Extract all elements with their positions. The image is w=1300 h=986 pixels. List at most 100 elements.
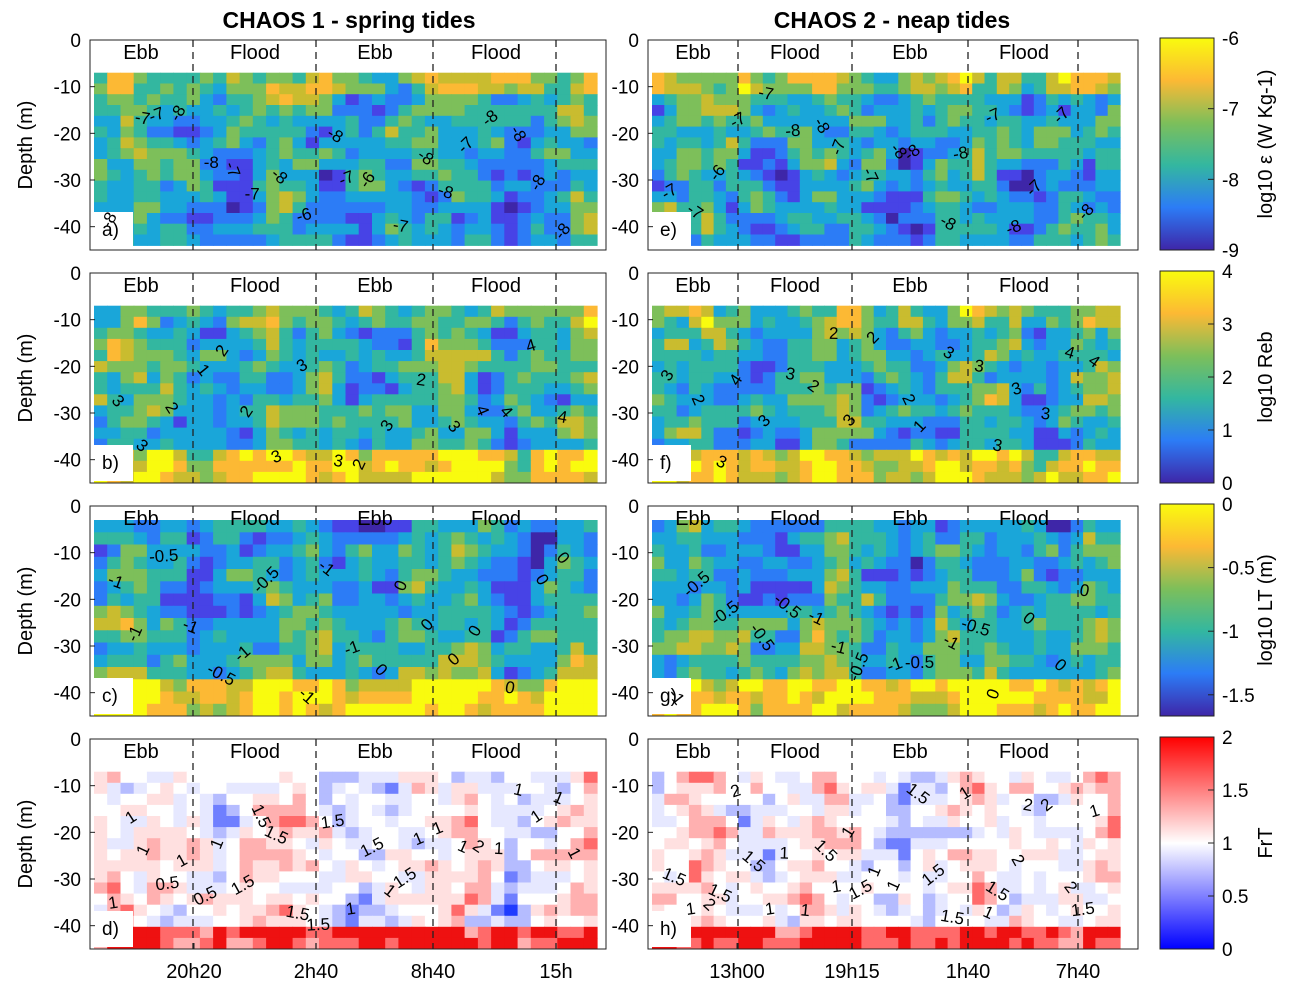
field-cell	[861, 83, 875, 95]
field-cell	[438, 520, 452, 533]
field-cell	[292, 460, 307, 473]
field-cell	[226, 105, 241, 117]
field-cell	[1058, 605, 1072, 619]
field-cell	[762, 316, 776, 329]
field-cell	[372, 816, 386, 828]
field-cell	[160, 471, 174, 483]
field-cell	[319, 169, 333, 182]
field-cell	[424, 605, 439, 619]
field-cell	[107, 83, 121, 95]
field-cell	[1107, 94, 1121, 106]
field-cell	[1033, 460, 1047, 473]
field-cell	[477, 838, 492, 850]
field-cell	[477, 460, 492, 473]
field-cell	[583, 937, 598, 949]
field-cell	[199, 361, 214, 373]
field-cell	[1046, 449, 1059, 462]
field-cell	[94, 394, 108, 406]
field-cell	[239, 126, 254, 138]
field-cell	[824, 223, 838, 236]
field-cell	[239, 449, 254, 462]
field-cell	[652, 372, 665, 384]
field-cell	[984, 405, 998, 418]
field-cell	[213, 471, 227, 483]
field-cell	[861, 556, 875, 570]
field-cell	[1070, 471, 1084, 483]
field-cell	[464, 871, 479, 884]
field-cell	[775, 338, 789, 351]
field-cell	[477, 926, 492, 939]
field-cell	[385, 72, 399, 85]
field-cell	[652, 871, 665, 884]
field-cell	[411, 202, 426, 214]
field-cell	[1058, 838, 1072, 850]
field-cell	[226, 305, 241, 318]
field-cell	[1058, 316, 1072, 329]
field-cell	[947, 405, 961, 418]
field-cell	[517, 405, 532, 418]
field-cell	[279, 556, 294, 570]
field-cell	[120, 105, 135, 117]
field-cell	[358, 416, 373, 429]
field-cell	[345, 849, 360, 861]
field-cell	[332, 234, 347, 246]
field-cell	[292, 449, 307, 462]
field-cell	[922, 838, 936, 850]
field-cell	[1070, 532, 1084, 546]
field-cell	[517, 556, 532, 570]
field-cell	[1058, 94, 1072, 106]
field-cell	[849, 838, 862, 850]
field-cell	[738, 471, 752, 483]
field-cell	[738, 327, 752, 340]
field-cell	[438, 605, 452, 619]
field-cell	[947, 827, 961, 839]
field-cell	[1033, 180, 1047, 192]
field-cell	[1058, 350, 1072, 362]
field-cell	[676, 338, 690, 351]
field-cell	[557, 544, 572, 558]
contour-label: -7	[336, 167, 357, 190]
field-cell	[959, 827, 973, 839]
field-cell	[319, 438, 333, 451]
field-cell	[411, 471, 426, 483]
field-cell	[910, 223, 924, 236]
field-cell	[451, 449, 466, 462]
field-cell	[898, 159, 912, 171]
field-cell	[424, 849, 439, 861]
field-cell	[372, 679, 386, 693]
field-cell	[972, 159, 986, 171]
field-cell	[146, 827, 161, 839]
field-cell	[812, 520, 825, 533]
field-cell	[133, 642, 148, 656]
field-cell	[886, 816, 899, 828]
field-cell	[676, 394, 690, 406]
field-cell	[372, 383, 386, 395]
field-cell	[935, 860, 949, 872]
field-cell	[1083, 642, 1096, 656]
field-cell	[676, 838, 690, 850]
field-cell	[1107, 871, 1121, 884]
field-cell	[213, 105, 227, 117]
field-cell	[146, 94, 161, 106]
field-cell	[1070, 126, 1084, 138]
field-cell	[787, 94, 801, 106]
field-cell	[812, 882, 825, 895]
field-cell	[239, 159, 254, 171]
field-cell	[332, 427, 347, 440]
field-cell	[701, 126, 715, 138]
field-cell	[1009, 191, 1023, 203]
contour-label: 1	[512, 779, 526, 800]
field-cell	[332, 327, 347, 340]
field-cell	[738, 771, 752, 784]
field-cell	[972, 213, 986, 225]
field-cell	[160, 556, 174, 570]
field-cell	[824, 394, 838, 406]
field-cell	[332, 926, 347, 939]
field-cell	[146, 838, 161, 850]
field-cell	[1083, 338, 1096, 351]
field-cell	[530, 159, 545, 171]
field-cell	[972, 234, 986, 246]
field-cell	[873, 213, 887, 225]
field-cell	[676, 416, 690, 429]
field-cell	[1033, 593, 1047, 607]
